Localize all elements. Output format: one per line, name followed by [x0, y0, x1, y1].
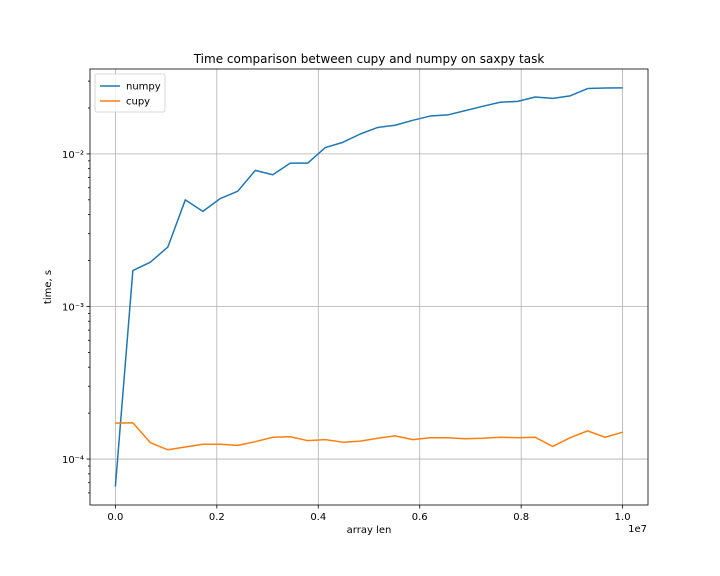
plot-frame: [89, 68, 649, 506]
x-axis-label: array len: [347, 525, 392, 536]
x-axis: 0.0 0.2 0.4 0.6 0.8 1.0: [107, 505, 631, 523]
legend-label-numpy: numpy: [126, 82, 161, 93]
legend-box: [94, 73, 166, 113]
y-tick-label: 10⁻⁴: [62, 455, 84, 466]
legend: numpy cupy: [94, 73, 166, 113]
x-tick-label: 0.8: [513, 512, 529, 523]
x-tick-label: 0.6: [412, 512, 428, 523]
y-axis: 10⁻⁴ 10⁻³ 10⁻²: [62, 80, 90, 494]
x-tick-label: 0.2: [209, 512, 225, 523]
x-tick-label: 0.4: [310, 512, 326, 523]
grid: [90, 69, 648, 505]
x-tick-label: 1.0: [615, 512, 631, 523]
x-offset-text: 1e7: [628, 524, 647, 535]
series-line-numpy: [114, 87, 623, 487]
x-tick-label: 0.0: [107, 512, 123, 523]
y-axis-label: time, s: [43, 270, 54, 304]
y-tick-label: 10⁻³: [62, 302, 84, 313]
legend-label-cupy: cupy: [126, 97, 150, 108]
y-tick-label: 10⁻²: [62, 150, 84, 161]
chart-title: Time comparison between cupy and numpy o…: [193, 52, 545, 66]
series-line-cupy: [115, 421, 623, 451]
series-layer: [114, 87, 623, 487]
